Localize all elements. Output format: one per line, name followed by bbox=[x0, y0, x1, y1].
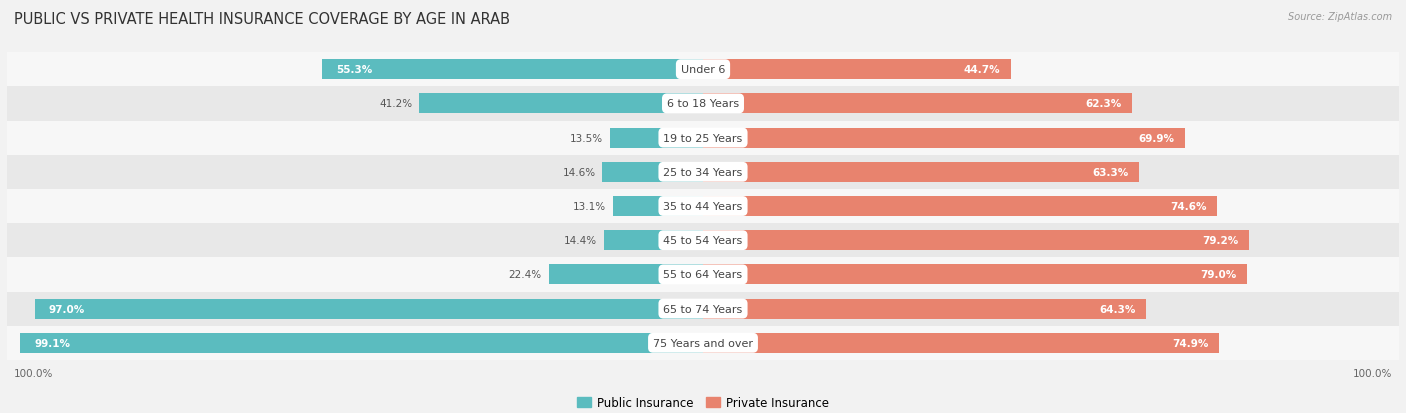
Text: 22.4%: 22.4% bbox=[509, 270, 541, 280]
Text: 6 to 18 Years: 6 to 18 Years bbox=[666, 99, 740, 109]
Bar bbox=[7, 190, 1399, 223]
Bar bbox=[703, 231, 1249, 251]
Text: 64.3%: 64.3% bbox=[1099, 304, 1136, 314]
Text: 65 to 74 Years: 65 to 74 Years bbox=[664, 304, 742, 314]
Text: 13.5%: 13.5% bbox=[569, 133, 603, 143]
Bar bbox=[7, 87, 1399, 121]
Text: 79.2%: 79.2% bbox=[1202, 236, 1239, 246]
Text: 79.0%: 79.0% bbox=[1201, 270, 1237, 280]
Bar bbox=[7, 155, 1399, 190]
Bar bbox=[603, 231, 703, 251]
Bar bbox=[703, 94, 1132, 114]
Text: 44.7%: 44.7% bbox=[965, 65, 1001, 75]
Text: 100.0%: 100.0% bbox=[14, 368, 53, 379]
Text: 75 Years and over: 75 Years and over bbox=[652, 338, 754, 348]
Text: 41.2%: 41.2% bbox=[380, 99, 412, 109]
Text: 100.0%: 100.0% bbox=[1353, 368, 1392, 379]
Text: 14.4%: 14.4% bbox=[564, 236, 598, 246]
Bar bbox=[613, 197, 703, 216]
Bar bbox=[7, 121, 1399, 155]
Bar bbox=[7, 292, 1399, 326]
Text: 25 to 34 Years: 25 to 34 Years bbox=[664, 167, 742, 177]
Text: 97.0%: 97.0% bbox=[48, 304, 84, 314]
Bar bbox=[703, 299, 1146, 319]
Text: Under 6: Under 6 bbox=[681, 65, 725, 75]
Text: 99.1%: 99.1% bbox=[34, 338, 70, 348]
Bar bbox=[7, 258, 1399, 292]
Text: 62.3%: 62.3% bbox=[1085, 99, 1122, 109]
Text: 69.9%: 69.9% bbox=[1139, 133, 1174, 143]
Bar bbox=[610, 128, 703, 148]
Bar bbox=[7, 326, 1399, 360]
Bar bbox=[7, 223, 1399, 258]
Bar bbox=[35, 299, 703, 319]
Bar bbox=[602, 162, 703, 182]
Bar bbox=[322, 60, 703, 80]
Text: PUBLIC VS PRIVATE HEALTH INSURANCE COVERAGE BY AGE IN ARAB: PUBLIC VS PRIVATE HEALTH INSURANCE COVER… bbox=[14, 12, 510, 27]
Text: 35 to 44 Years: 35 to 44 Years bbox=[664, 202, 742, 211]
Legend: Public Insurance, Private Insurance: Public Insurance, Private Insurance bbox=[572, 392, 834, 413]
Bar bbox=[419, 94, 703, 114]
Bar bbox=[703, 333, 1219, 353]
Text: 14.6%: 14.6% bbox=[562, 167, 596, 177]
Bar bbox=[20, 333, 703, 353]
Bar bbox=[7, 53, 1399, 87]
Text: 63.3%: 63.3% bbox=[1092, 167, 1129, 177]
Text: 13.1%: 13.1% bbox=[572, 202, 606, 211]
Text: Source: ZipAtlas.com: Source: ZipAtlas.com bbox=[1288, 12, 1392, 22]
Text: 74.9%: 74.9% bbox=[1173, 338, 1209, 348]
Bar bbox=[703, 60, 1011, 80]
Text: 55 to 64 Years: 55 to 64 Years bbox=[664, 270, 742, 280]
Text: 19 to 25 Years: 19 to 25 Years bbox=[664, 133, 742, 143]
Text: 45 to 54 Years: 45 to 54 Years bbox=[664, 236, 742, 246]
Text: 74.6%: 74.6% bbox=[1170, 202, 1206, 211]
Text: 55.3%: 55.3% bbox=[336, 65, 373, 75]
Bar bbox=[703, 265, 1247, 285]
Bar bbox=[703, 162, 1139, 182]
Bar bbox=[703, 197, 1218, 216]
Bar bbox=[703, 128, 1185, 148]
Bar bbox=[548, 265, 703, 285]
